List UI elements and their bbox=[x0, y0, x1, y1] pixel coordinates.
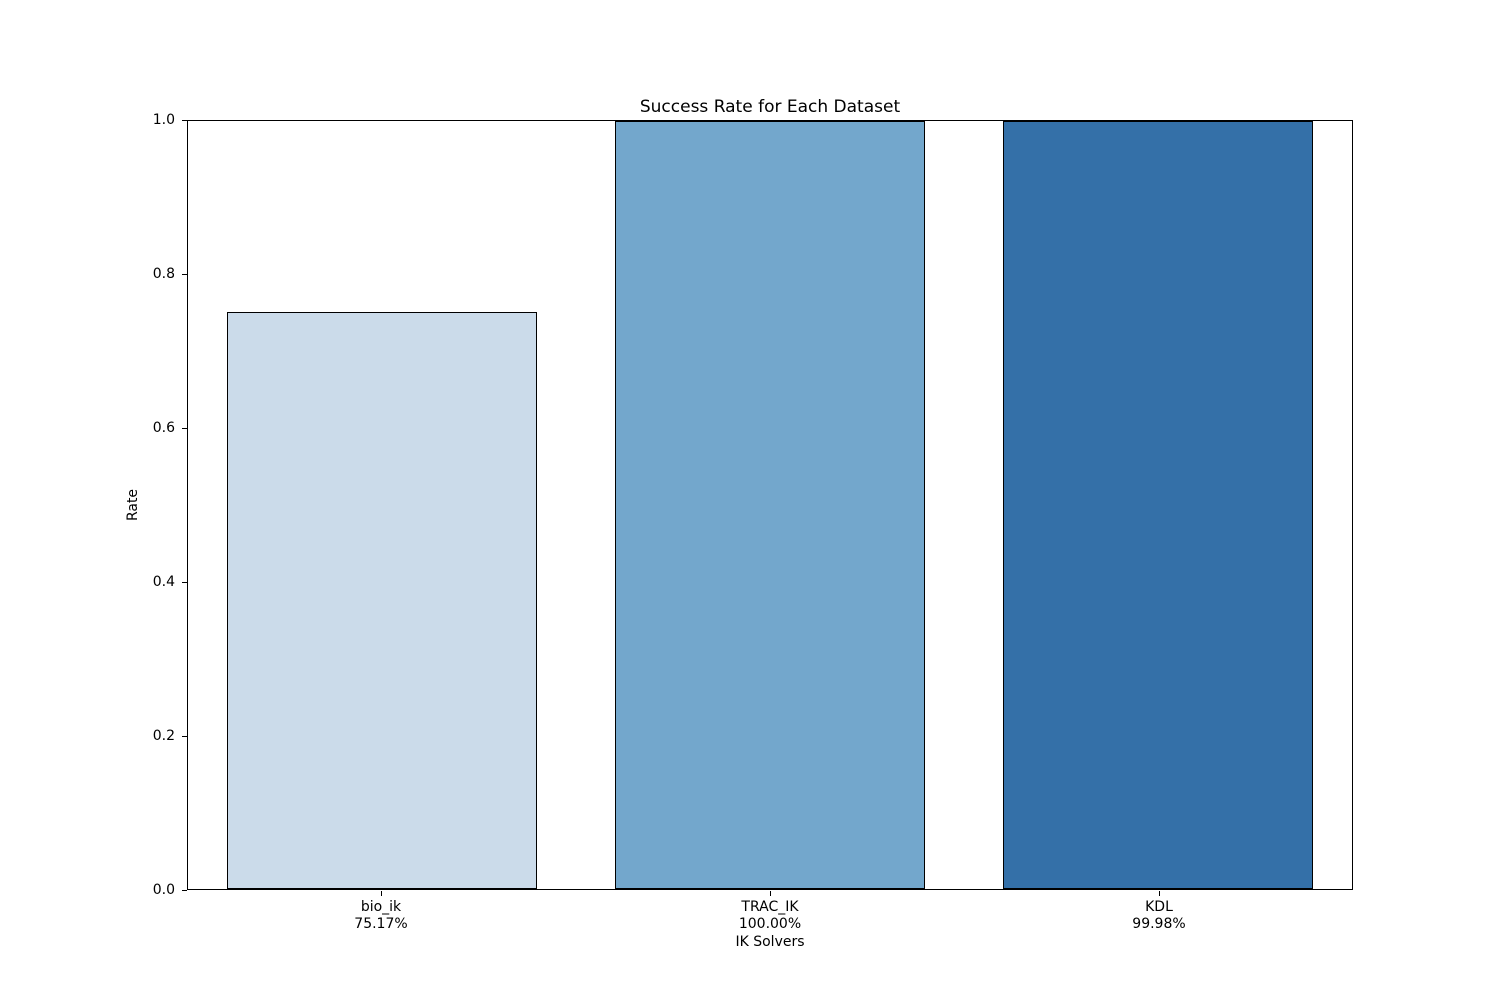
bar-bio_ik bbox=[226, 311, 538, 889]
bar-KDL bbox=[1002, 121, 1314, 889]
y-tick-label: 0.0 bbox=[152, 882, 175, 898]
y-tick-label: 0.8 bbox=[152, 266, 175, 282]
y-tick-mark bbox=[182, 428, 187, 429]
y-tick-label: 1.0 bbox=[152, 112, 175, 128]
x-axis-label: IK Solvers bbox=[735, 934, 805, 950]
chart-title: Success Rate for Each Dataset bbox=[639, 97, 901, 117]
y-tick-label: 0.2 bbox=[152, 728, 175, 744]
x-tick-mark bbox=[381, 891, 382, 896]
bar-TRAC_IK bbox=[614, 121, 926, 889]
y-tick-mark bbox=[182, 120, 187, 121]
y-tick-label: 0.6 bbox=[152, 420, 175, 436]
x-tick-label: bio_ik 75.17% bbox=[354, 899, 408, 932]
x-tick-label: KDL 99.98% bbox=[1132, 899, 1186, 932]
plot-area bbox=[187, 120, 1353, 890]
y-tick-mark bbox=[182, 582, 187, 583]
y-tick-mark bbox=[182, 890, 187, 891]
x-tick-mark bbox=[770, 891, 771, 896]
y-tick-mark bbox=[182, 274, 187, 275]
x-tick-mark bbox=[1159, 891, 1160, 896]
y-tick-label: 0.4 bbox=[152, 574, 175, 590]
y-tick-mark bbox=[182, 736, 187, 737]
y-axis-label: Rate bbox=[125, 488, 141, 522]
x-tick-label: TRAC_IK 100.00% bbox=[738, 899, 802, 932]
